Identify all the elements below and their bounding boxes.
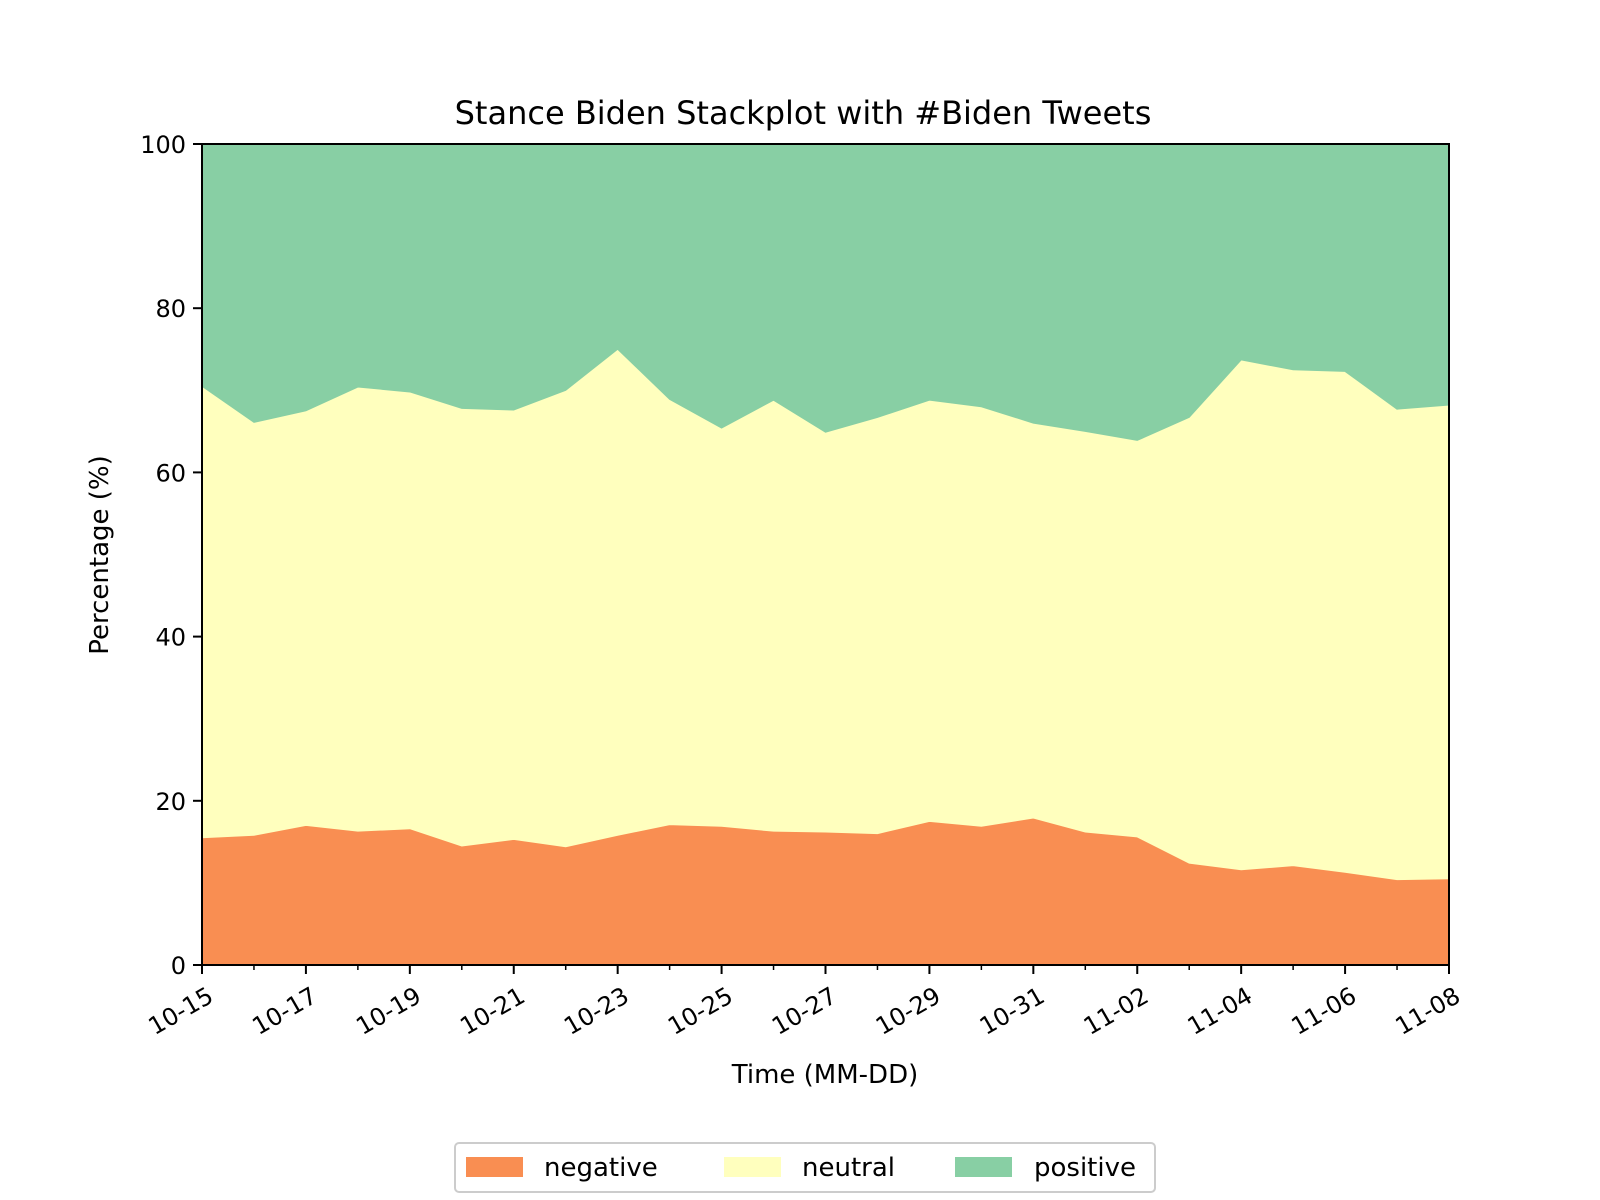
y-tick-label: 40: [155, 624, 186, 652]
legend-swatch-positive: [955, 1157, 1012, 1177]
legend-swatch-neutral: [724, 1157, 781, 1177]
y-tick-label: 100: [140, 131, 186, 159]
chart-title: Stance Biden Stackplot with #Biden Tweet…: [455, 94, 1152, 132]
y-tick-label: 20: [155, 788, 186, 816]
y-axis-label: Percentage (%): [85, 455, 115, 655]
x-tick-label: 10-23: [559, 982, 633, 1041]
x-tick-label: 11-08: [1391, 982, 1465, 1041]
x-tick-label: 10-21: [455, 982, 529, 1041]
legend: negative neutral positive: [454, 1142, 1156, 1193]
legend-label-neutral: neutral: [802, 1153, 895, 1183]
y-axis-ticks: 0 20 40 60 80 100: [140, 131, 202, 980]
x-axis-label: Time (MM-DD): [731, 1060, 918, 1090]
x-tick-label: 10-31: [975, 982, 1049, 1041]
legend-frame: [454, 1142, 1156, 1193]
legend-label-positive: positive: [1034, 1153, 1136, 1183]
x-axis-ticks: 10-15 10-17 10-19 10-21 10-23 10-25 10-27 10-29…: [144, 965, 1465, 1041]
x-tick-label: 10-15: [144, 982, 218, 1041]
x-tick-label: 10-27: [767, 982, 841, 1041]
x-tick-label: 10-19: [351, 982, 425, 1041]
y-tick-label: 60: [155, 459, 186, 487]
x-tick-label: 11-06: [1287, 982, 1361, 1041]
x-tick-label: 10-25: [663, 982, 737, 1041]
x-tick-label: 11-02: [1079, 982, 1153, 1041]
x-tick-label: 10-29: [871, 982, 945, 1041]
legend-label-negative: negative: [544, 1153, 658, 1183]
y-tick-label: 0: [171, 952, 186, 980]
stacked-areas: [201, 143, 1450, 966]
x-tick-label: 11-04: [1183, 982, 1257, 1041]
y-tick-label: 80: [155, 295, 186, 323]
x-tick-label: 10-17: [248, 982, 322, 1041]
legend-swatch-negative: [466, 1157, 523, 1177]
plot-frame: [201, 143, 1450, 966]
